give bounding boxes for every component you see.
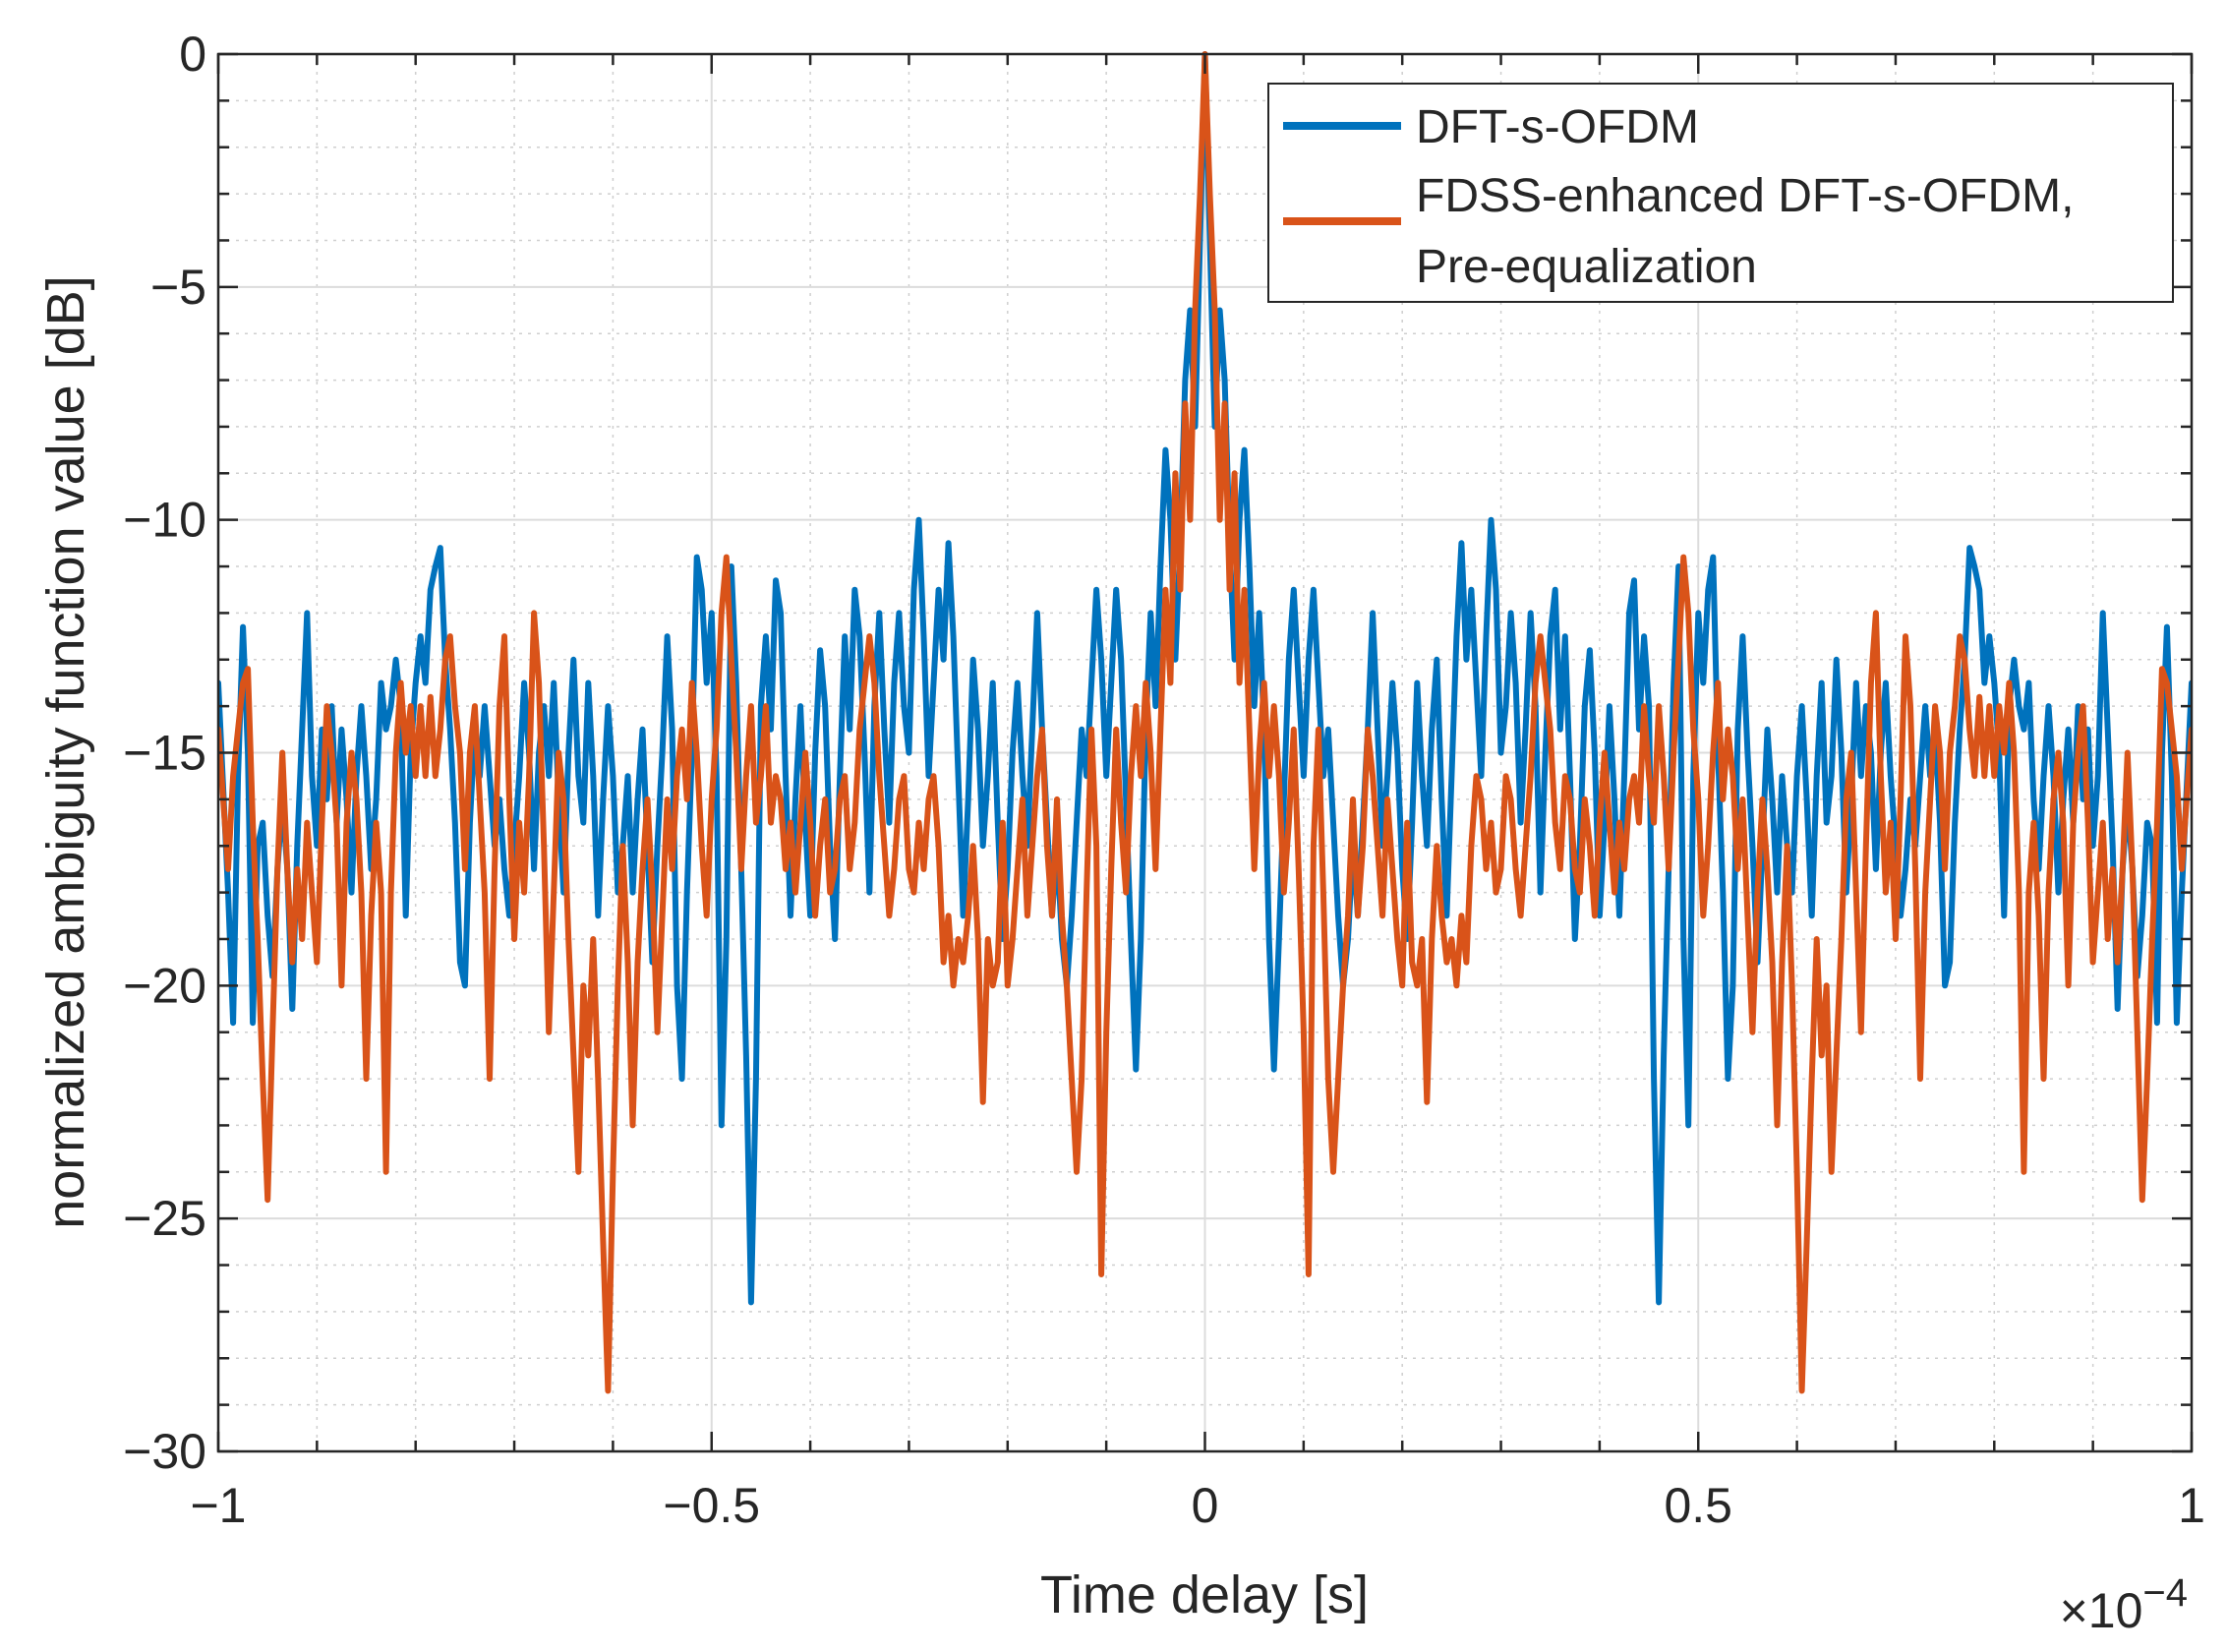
x-exponent-base: ×10 bbox=[2060, 1583, 2143, 1638]
legend-box bbox=[1267, 83, 2174, 303]
y-tick-label: 0 bbox=[179, 27, 206, 82]
legend: DFT-s-OFDM FDSS-enhanced DFT-s-OFDM, Pre… bbox=[1267, 83, 2174, 303]
y-tick-label: −25 bbox=[123, 1191, 206, 1246]
y-axis-label: normalized ambiguity function value [dB] bbox=[36, 275, 95, 1229]
legend-label-fdss-enhanced-line2: Pre-equalization bbox=[1416, 241, 1757, 293]
x-tick-label: −1 bbox=[190, 1478, 246, 1533]
y-tick-label: −5 bbox=[150, 260, 206, 315]
y-tick-label: −15 bbox=[123, 726, 206, 781]
x-tick-labels: −1 −0.5 0 0.5 1 bbox=[190, 1478, 2204, 1533]
x-tick-label: 1 bbox=[2178, 1478, 2205, 1533]
legend-label-dft-s-ofdm: DFT-s-OFDM bbox=[1416, 101, 1699, 153]
x-tick-label: 0.5 bbox=[1664, 1478, 1732, 1533]
legend-label-fdss-enhanced-line1: FDSS-enhanced DFT-s-OFDM, bbox=[1416, 170, 2074, 222]
y-tick-label: −20 bbox=[123, 958, 206, 1013]
y-tick-labels: −30 −25 −20 −15 −10 −5 0 bbox=[123, 27, 206, 1479]
y-tick-label: −10 bbox=[123, 493, 206, 548]
axis-ticks bbox=[216, 52, 2194, 1453]
x-axis-label: Time delay [s] bbox=[1040, 1565, 1369, 1624]
y-tick-label: −30 bbox=[123, 1424, 206, 1479]
x-exponent-power: −4 bbox=[2142, 1571, 2188, 1615]
x-tick-label: 0 bbox=[1192, 1478, 1219, 1533]
x-axis-exponent: ×10−4 bbox=[2060, 1571, 2188, 1638]
x-tick-label: −0.5 bbox=[663, 1478, 760, 1533]
